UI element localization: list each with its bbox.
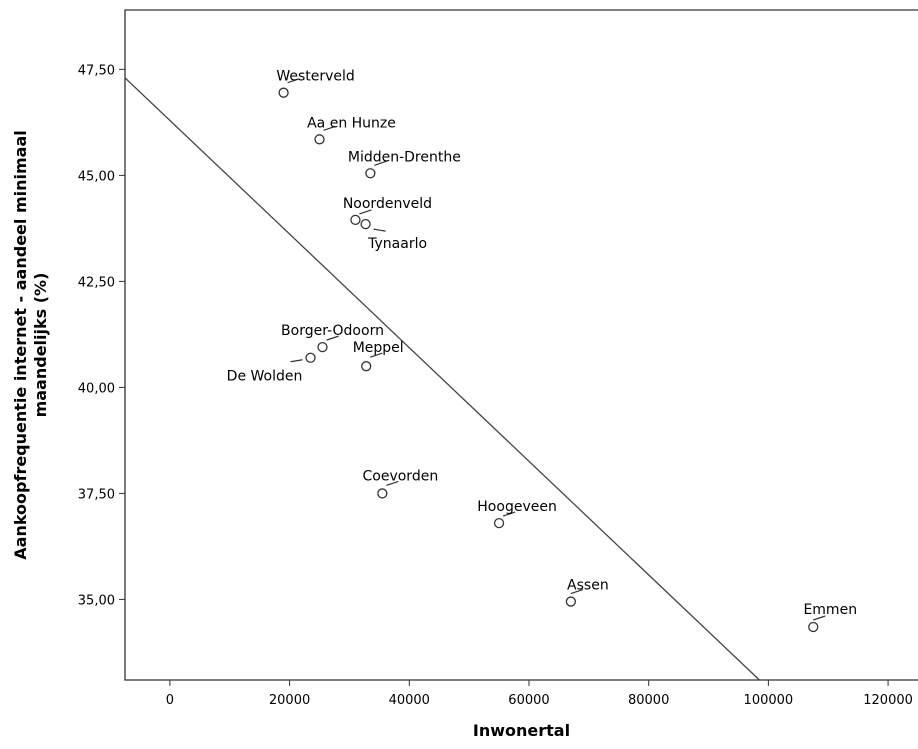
point-marker [314, 134, 325, 145]
point-label: Westerveld [276, 69, 354, 85]
point-label: Noordenveld [343, 196, 432, 212]
y-tick-label: 45,00 [78, 169, 115, 184]
data-point: Tynaarlo [360, 218, 427, 252]
data-point: Borger-Odoorn [281, 323, 384, 353]
x-tick-label: 120000 [863, 693, 913, 708]
label-leader-line [813, 615, 826, 621]
x-tick-label: 0 [166, 693, 174, 708]
y-tick-label: 37,50 [78, 487, 115, 502]
points-layer: Westerveld Aa en Hunze Midden-Drenthe Noord… [227, 69, 857, 633]
point-label: Hoogeveen [477, 499, 557, 515]
point-marker [493, 517, 505, 529]
label-leader-line [290, 359, 303, 363]
y-tick-label: 40,00 [78, 381, 115, 396]
y-axis-title-line-1: Aankoopfrequentie internet - aandeel min… [11, 130, 30, 559]
point-label: Borger-Odoorn [281, 323, 384, 339]
data-point: De Wolden [227, 352, 316, 385]
point-marker [377, 488, 388, 499]
point-label: De Wolden [227, 369, 303, 385]
y-tick-label: 47,50 [78, 63, 115, 78]
point-marker [317, 341, 328, 353]
plot-frame [124, 9, 918, 681]
point-marker [365, 168, 376, 179]
point-label: Tynaarlo [367, 236, 427, 252]
data-point: Westerveld [276, 69, 355, 98]
point-marker [305, 352, 316, 363]
x-tick-label: 80000 [628, 693, 669, 708]
point-marker [360, 218, 371, 230]
data-point: Assen [565, 578, 609, 607]
label-leader-line [326, 335, 339, 341]
point-marker [808, 621, 819, 633]
point-label: Assen [567, 578, 609, 594]
label-leader-line [323, 125, 336, 131]
label-leader-line [370, 352, 383, 358]
point-marker [350, 214, 361, 226]
label-leader-line [502, 511, 516, 517]
data-point: Emmen [803, 602, 857, 633]
x-ticks: 0 20000 40000 60000 80000 100000 120000 [166, 680, 913, 708]
label-leader-line [570, 588, 584, 595]
point-marker [278, 87, 289, 98]
data-point: Aa en Hunze [307, 115, 396, 145]
point-label: Meppel [353, 340, 404, 356]
data-point: Hoogeveen [477, 499, 557, 529]
y-tick-label: 35,00 [78, 593, 115, 608]
data-point: Meppel [353, 340, 404, 372]
x-axis-title: Inwonertal [473, 721, 570, 740]
x-tick-label: 100000 [744, 693, 794, 708]
point-marker [565, 596, 577, 607]
data-point: Coevorden [363, 468, 439, 499]
data-point: Midden-Drenthe [348, 149, 461, 179]
x-tick-label: 40000 [389, 693, 430, 708]
plot-area [124, 9, 918, 681]
point-label: Coevorden [363, 468, 439, 484]
label-leader-line [287, 78, 300, 84]
x-tick-label: 20000 [269, 693, 310, 708]
point-label: Midden-Drenthe [348, 149, 461, 165]
label-leader-line [386, 480, 399, 486]
label-leader-line [373, 228, 386, 232]
y-tick-label: 42,50 [78, 275, 115, 290]
fit-line [124, 77, 760, 681]
y-ticks: 35,00 37,50 40,00 42,50 45,00 47,50 [78, 63, 125, 608]
label-leader-line [374, 160, 387, 166]
fit-line-layer [124, 77, 760, 681]
point-label: Aa en Hunze [307, 115, 396, 131]
data-point: Noordenveld [343, 196, 432, 226]
point-label: Emmen [803, 602, 857, 618]
point-marker [361, 361, 372, 372]
label-leader-line [359, 209, 372, 215]
x-tick-label: 60000 [508, 693, 549, 708]
y-axis-title-line-2: maandelijks (%) [31, 273, 50, 418]
